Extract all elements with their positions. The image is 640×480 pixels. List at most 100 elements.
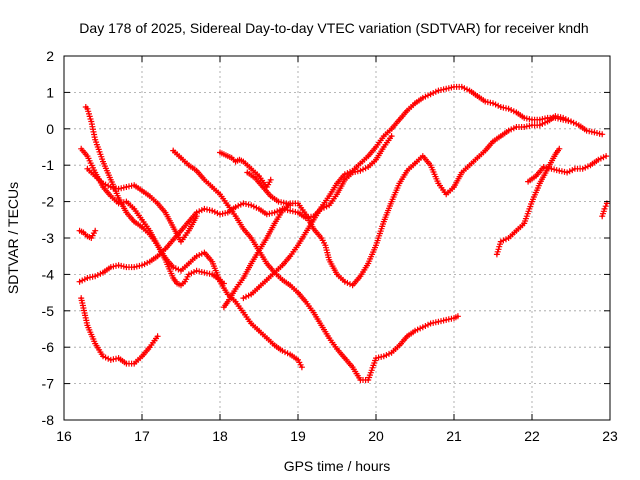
data-point [133, 220, 136, 223]
data-point [179, 240, 183, 243]
plus-markers [240, 83, 574, 302]
data-point [406, 169, 409, 172]
data-point [234, 215, 237, 218]
data-point [101, 160, 105, 163]
data-point [534, 174, 538, 178]
data-point [597, 158, 600, 161]
data-point [589, 164, 592, 167]
data-point [86, 235, 89, 238]
plus-markers [217, 149, 274, 190]
data-point [523, 222, 526, 225]
data-point [117, 187, 120, 191]
data-point [515, 111, 518, 114]
data-point [304, 300, 307, 303]
data-point [238, 158, 241, 161]
data-point [507, 129, 510, 132]
data-point [437, 89, 440, 92]
data-point [222, 306, 226, 309]
data-point [523, 116, 526, 120]
data-point [550, 167, 553, 170]
data-point [140, 355, 144, 358]
data-point [133, 207, 136, 211]
data-point [601, 133, 604, 136]
data-point [312, 227, 315, 231]
data-point [187, 262, 190, 265]
data-point [140, 218, 144, 221]
data-point [542, 165, 545, 169]
data-point [390, 127, 393, 130]
data-point [82, 231, 85, 234]
data-point [296, 244, 300, 247]
data-point [133, 362, 136, 365]
data-point [211, 273, 214, 276]
data-point [230, 156, 233, 160]
data-point [156, 202, 159, 205]
data-point [242, 276, 245, 280]
data-point [179, 156, 183, 160]
series-track-c [76, 133, 395, 285]
data-point [234, 205, 237, 209]
data-point [86, 154, 89, 158]
data-point [226, 211, 229, 214]
data-point [484, 100, 487, 103]
data-point [94, 275, 97, 278]
data-point [374, 356, 378, 360]
x-tick-label: 20 [368, 428, 384, 444]
data-point [246, 164, 249, 167]
data-point [211, 260, 214, 263]
plus-markers [82, 104, 227, 289]
data-point [273, 211, 276, 214]
data-point [351, 169, 354, 172]
data-point [577, 124, 580, 127]
data-point [335, 347, 339, 351]
data-point [164, 211, 167, 214]
data-point [390, 200, 393, 203]
data-point [257, 285, 261, 289]
data-point [398, 118, 401, 121]
data-point [86, 324, 89, 327]
data-point [101, 355, 105, 358]
data-point [445, 193, 448, 196]
data-point [203, 251, 206, 254]
series-track-e [78, 295, 161, 367]
data-point [546, 116, 549, 120]
data-point [179, 229, 183, 232]
data-point [285, 202, 288, 205]
data-point [499, 105, 502, 109]
data-point [250, 293, 253, 296]
data-point [312, 218, 315, 221]
data-point [468, 89, 471, 92]
data-point [413, 162, 417, 165]
data-point [445, 318, 448, 322]
data-point [250, 204, 253, 207]
data-point [222, 153, 226, 156]
data-point [304, 231, 307, 234]
data-point [538, 182, 541, 185]
y-tick-label: -1 [42, 157, 55, 173]
data-point [94, 229, 97, 232]
data-point [140, 225, 144, 229]
data-point [265, 262, 268, 265]
data-point [269, 194, 272, 198]
data-point [495, 253, 499, 256]
series-track-h [217, 149, 274, 190]
data-point [601, 215, 604, 218]
data-point [218, 213, 222, 216]
data-point [413, 102, 417, 105]
data-point [164, 247, 167, 251]
y-tick-label: 1 [46, 84, 54, 100]
data-point [390, 351, 393, 354]
data-point [476, 94, 479, 98]
data-point [421, 326, 424, 329]
y-tick-label: 2 [46, 48, 54, 64]
data-point [320, 236, 323, 240]
data-point [382, 355, 385, 358]
data-point [156, 335, 159, 338]
data-point [312, 311, 315, 314]
data-point [195, 211, 198, 214]
data-point [117, 264, 120, 267]
data-point [398, 182, 401, 185]
data-point [585, 129, 588, 132]
data-point [125, 200, 128, 203]
data-point [406, 335, 409, 338]
